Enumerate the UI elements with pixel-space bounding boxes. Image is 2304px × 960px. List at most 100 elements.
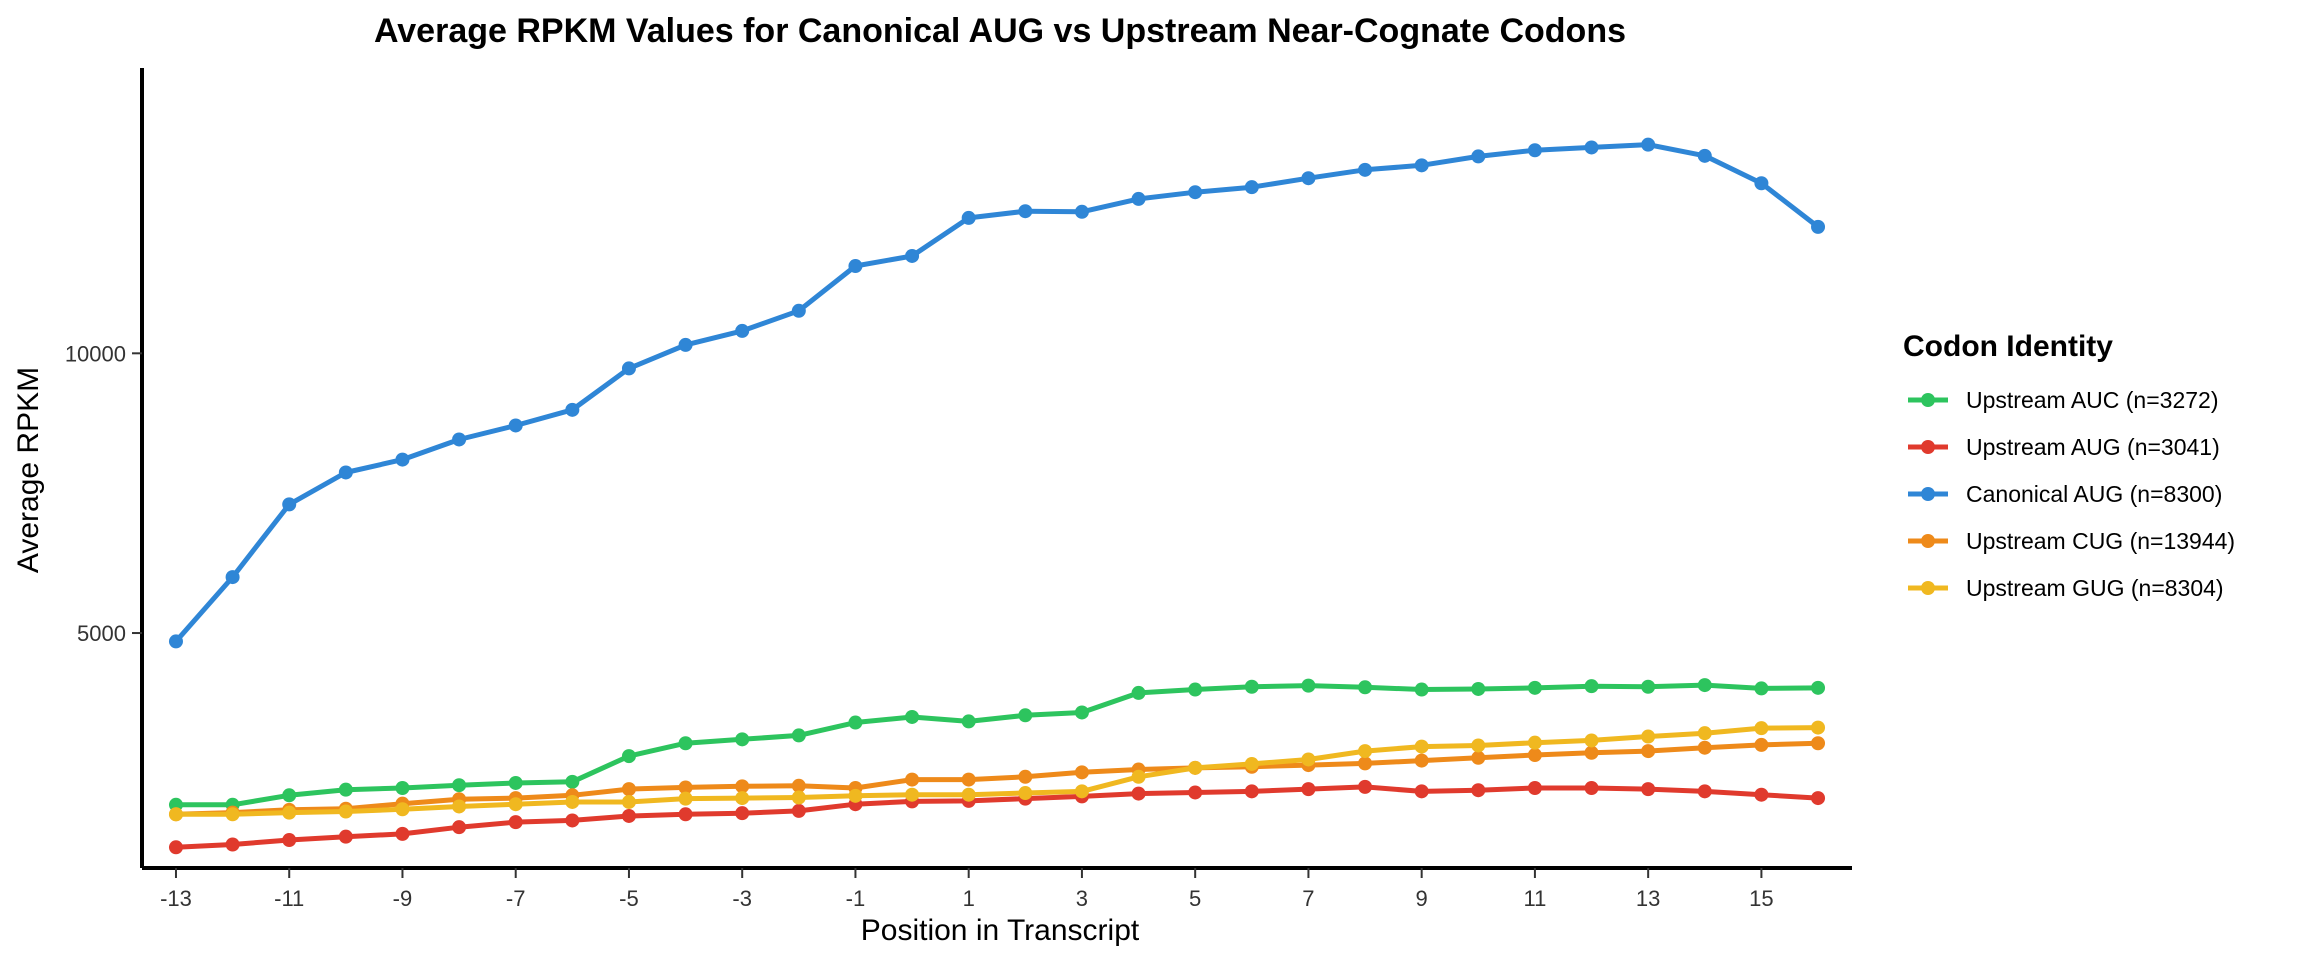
x-tick-label: 9 — [1416, 886, 1428, 911]
y-tick-label: 5000 — [77, 621, 126, 646]
legend-key-point — [1921, 440, 1935, 454]
data-point — [1358, 756, 1373, 771]
x-axis-title: Position in Transcript — [861, 914, 1140, 947]
data-point — [1358, 680, 1373, 695]
data-point — [168, 807, 183, 822]
data-point — [678, 780, 693, 795]
data-point — [1527, 143, 1542, 158]
data-point — [1018, 204, 1033, 219]
x-tick-label: 5 — [1189, 886, 1201, 911]
data-point — [735, 791, 750, 806]
data-point — [1641, 729, 1656, 744]
data-point — [338, 829, 353, 844]
series-line — [173, 725, 1821, 817]
data-point — [621, 749, 636, 764]
data-point — [1074, 705, 1089, 720]
data-point — [621, 808, 636, 823]
series-4 — [168, 720, 1826, 822]
data-point — [791, 778, 806, 793]
data-point — [1131, 685, 1146, 700]
data-point — [1018, 708, 1033, 723]
x-tick-label: -11 — [274, 886, 304, 911]
data-point — [1811, 219, 1826, 234]
data-point — [565, 774, 580, 789]
data-point — [565, 794, 580, 809]
data-point — [1301, 678, 1316, 693]
data-point — [1584, 745, 1599, 760]
data-point — [395, 802, 410, 817]
data-point — [1811, 736, 1826, 751]
data-point — [338, 465, 353, 480]
data-point — [1301, 171, 1316, 186]
legend-item: Canonical AUG (n=8300) — [1908, 481, 2222, 507]
data-point — [1358, 162, 1373, 177]
legend-item: Upstream GUG (n=8304) — [1908, 575, 2224, 601]
y-axis: 5000 10000 — [65, 68, 144, 868]
data-point — [395, 826, 410, 841]
series-line — [173, 740, 1821, 817]
legend-label: Canonical AUG (n=8300) — [1966, 481, 2222, 507]
data-point — [791, 728, 806, 743]
data-point — [282, 788, 297, 803]
data-point — [1188, 785, 1203, 800]
series-line — [173, 784, 1821, 850]
data-point — [621, 782, 636, 797]
x-tick-label: -3 — [732, 886, 752, 911]
data-point — [1811, 791, 1826, 806]
data-point — [1188, 760, 1203, 775]
legend-label: Upstream AUC (n=3272) — [1966, 387, 2218, 413]
data-point — [1244, 679, 1259, 694]
legend-items: Upstream AUC (n=3272) Upstream AUG (n=304… — [1908, 387, 2235, 601]
data-point — [1131, 769, 1146, 784]
data-point — [338, 804, 353, 819]
data-point — [961, 210, 976, 225]
series-line — [173, 142, 1821, 644]
data-point — [848, 715, 863, 730]
data-point — [735, 732, 750, 747]
data-point — [282, 497, 297, 512]
data-point — [1697, 784, 1712, 799]
data-point — [621, 794, 636, 809]
data-point — [1754, 176, 1769, 191]
data-point — [452, 432, 467, 447]
data-point — [452, 799, 467, 814]
legend-item: Upstream AUG (n=3041) — [1908, 434, 2220, 460]
data-point — [1527, 735, 1542, 750]
data-point — [1358, 744, 1373, 759]
data-point — [1527, 781, 1542, 795]
x-tick-label: 11 — [1523, 886, 1546, 911]
data-point — [338, 782, 353, 797]
legend-key-point — [1921, 487, 1935, 501]
data-point — [225, 570, 240, 585]
data-point — [1018, 769, 1033, 784]
data-point — [848, 259, 863, 274]
data-point — [1188, 185, 1203, 200]
data-point — [508, 797, 523, 812]
data-point — [1754, 681, 1769, 696]
data-point — [1527, 680, 1542, 695]
x-tick-label: -5 — [619, 886, 639, 911]
x-tick-label: 1 — [963, 886, 975, 911]
data-point — [565, 402, 580, 417]
data-point — [168, 634, 183, 649]
x-axis: -13 -11 -9 -7 -5 -3 -1 1 3 5 7 9 11 13 15 — [142, 866, 1852, 911]
data-point — [168, 840, 183, 855]
series-0 — [168, 678, 1826, 812]
data-point — [1074, 784, 1089, 799]
data-point — [1414, 753, 1429, 768]
x-tick-label: -9 — [393, 886, 413, 911]
data-point — [1584, 733, 1599, 748]
data-point — [1074, 765, 1089, 780]
data-point — [735, 779, 750, 794]
legend-title: Codon Identity — [1903, 330, 2113, 363]
series-2 — [168, 137, 1826, 649]
data-point — [1641, 137, 1656, 152]
data-point — [1471, 681, 1486, 696]
data-point — [1414, 739, 1429, 754]
x-tick-label: 15 — [1749, 886, 1773, 911]
data-point — [961, 772, 976, 787]
data-point — [1754, 721, 1769, 736]
data-point — [508, 775, 523, 790]
data-point — [1244, 756, 1259, 771]
